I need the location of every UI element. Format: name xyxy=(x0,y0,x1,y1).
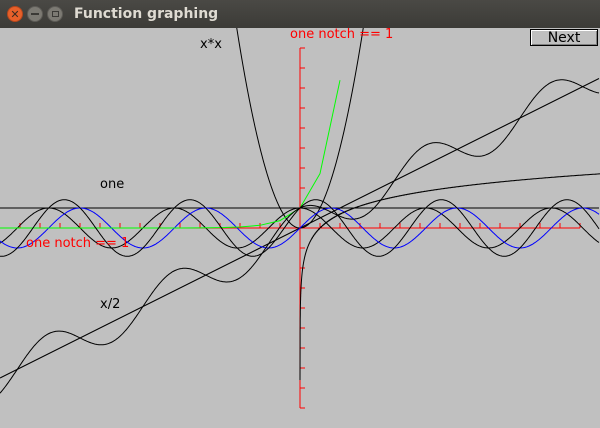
close-icon[interactable]: ✕ xyxy=(7,6,23,22)
next-button[interactable]: Next xyxy=(530,29,598,46)
label-notch-y: one notch == 1 xyxy=(290,28,393,42)
curve-x-2-cos xyxy=(0,79,600,394)
function-curves xyxy=(0,28,600,394)
curve-log xyxy=(299,173,600,381)
minimize-icon[interactable] xyxy=(27,6,43,22)
curve-exp xyxy=(0,80,341,229)
title-bar: ✕ Function graphing xyxy=(0,0,600,28)
label-xx: x*x xyxy=(200,37,222,52)
curve-sin xyxy=(0,207,600,249)
window-title: Function graphing xyxy=(74,6,219,22)
maximize-icon[interactable] xyxy=(47,6,63,22)
label-notch-x: one notch == 1 xyxy=(26,236,129,251)
label-x-half: x/2 xyxy=(100,297,120,312)
function-plot: x*x one x/2 one notch == 1 one notch == … xyxy=(0,28,600,409)
label-one: one xyxy=(100,177,124,192)
